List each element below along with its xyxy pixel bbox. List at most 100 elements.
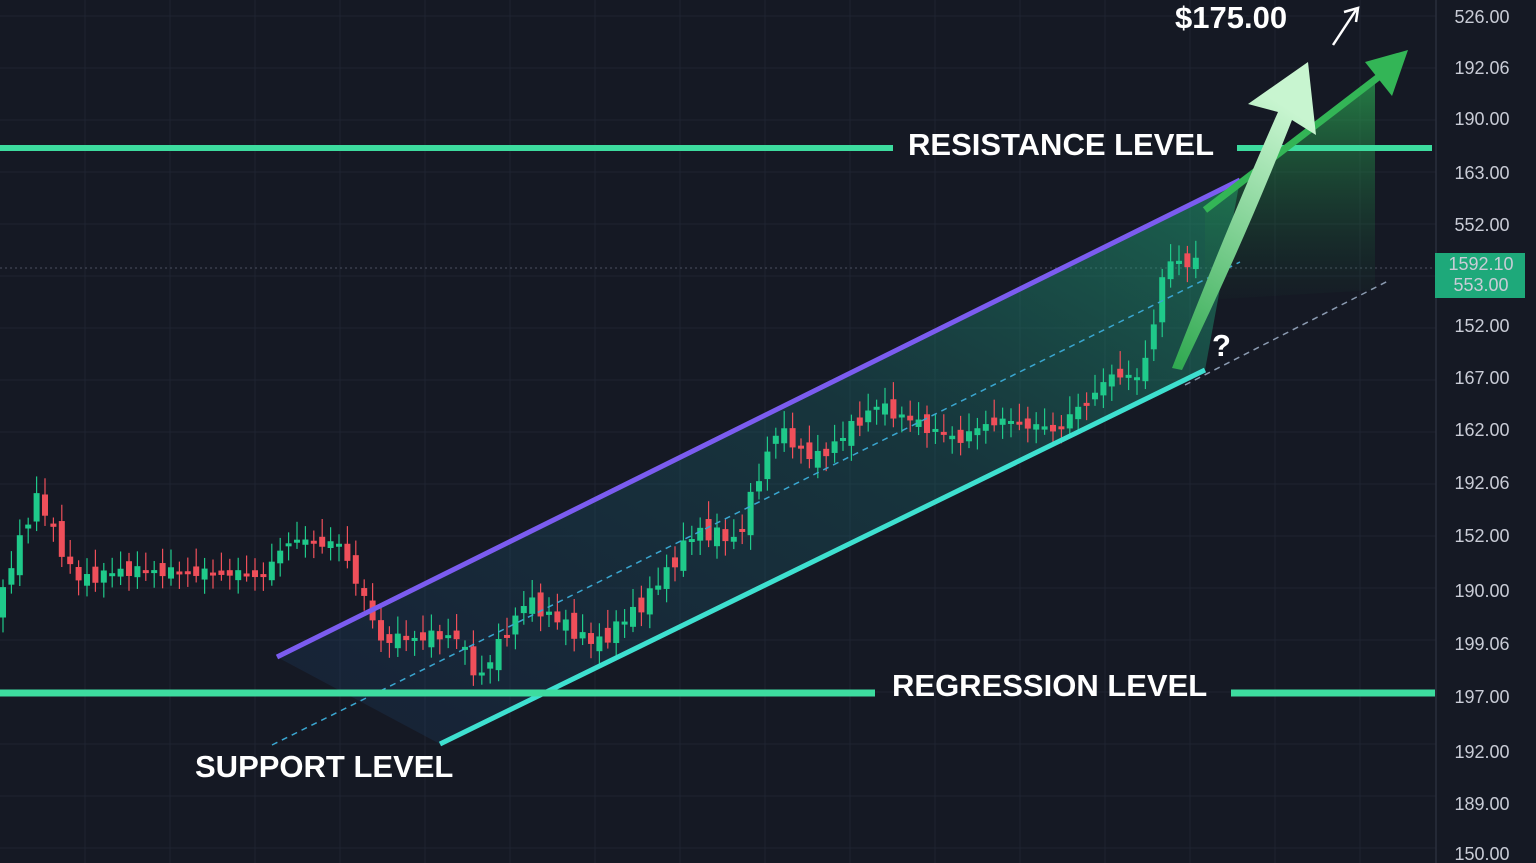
candle-body: [0, 587, 6, 618]
candle-body: [176, 571, 183, 575]
candle-body: [663, 567, 670, 589]
candle-body: [823, 448, 830, 457]
candle-body: [949, 435, 956, 440]
candle-body: [1125, 374, 1132, 378]
price-axis-label: 190.00: [1454, 109, 1509, 129]
price-tag-label: 1592.10: [1448, 254, 1513, 274]
candle-body: [336, 543, 342, 547]
candle-body: [193, 566, 200, 576]
candle-body: [235, 570, 242, 581]
candle-body: [722, 529, 729, 542]
candle-body: [739, 528, 746, 532]
price-axis-label: 197.00: [1454, 687, 1509, 707]
candle-body: [554, 611, 561, 623]
candle-body: [184, 571, 191, 575]
candle-body: [1075, 406, 1082, 420]
candle-body: [16, 535, 23, 576]
candle-body: [957, 429, 964, 443]
candle-body: [924, 414, 930, 434]
candle-body: [705, 519, 712, 541]
candle-body: [932, 428, 939, 432]
candle-body: [50, 523, 57, 527]
target-price: $175.00: [1175, 0, 1287, 35]
question-mark: ?: [1212, 328, 1231, 363]
candle-body: [1058, 426, 1065, 430]
channel-fill: [277, 180, 1240, 744]
candle-body: [655, 585, 662, 590]
candle-body: [92, 566, 99, 583]
candle-body: [688, 539, 695, 543]
candle-body: [898, 414, 905, 418]
candle-body: [1016, 421, 1023, 425]
support-label: SUPPORT LEVEL: [195, 749, 453, 784]
candle-body: [562, 619, 569, 631]
candle-body: [411, 637, 418, 641]
candle-body: [25, 524, 32, 529]
candle-body: [672, 557, 678, 568]
candle-body: [8, 568, 15, 585]
candle-body: [974, 428, 981, 436]
candle-body: [495, 638, 502, 671]
candle-body: [1150, 324, 1157, 350]
candle-body: [982, 424, 989, 431]
candle-body: [252, 570, 258, 578]
candle-body: [714, 527, 720, 547]
candle-body: [151, 570, 158, 574]
candle-body: [42, 494, 48, 516]
candle-body: [310, 540, 317, 544]
candle-body: [1092, 392, 1098, 400]
candle-body: [100, 570, 107, 583]
candle-body: [302, 539, 309, 545]
candle-body: [831, 441, 838, 453]
candle-body: [294, 539, 300, 543]
candle-body: [1100, 382, 1107, 396]
price-axis-label: 152.00: [1454, 526, 1509, 546]
candle-body: [470, 646, 477, 676]
candle-body: [646, 588, 653, 615]
candle-body: [478, 672, 485, 676]
candle-body: [159, 563, 166, 577]
price-axis-label: 192.06: [1454, 58, 1509, 78]
candle-body: [604, 627, 611, 643]
candle-body: [277, 550, 284, 564]
candle-body: [537, 592, 544, 617]
candle-body: [243, 573, 250, 577]
candle-body: [966, 431, 972, 442]
candle-body: [915, 419, 922, 427]
candle-body: [529, 597, 536, 614]
price-tag: [1435, 253, 1525, 298]
candle-body: [201, 568, 208, 580]
candle-body: [747, 491, 754, 536]
candle-body: [1050, 424, 1056, 432]
candle-body: [1142, 357, 1149, 382]
price-axis-label: 526.00: [1454, 7, 1509, 27]
candle-body: [142, 570, 149, 574]
candle-body: [630, 606, 636, 627]
regression-label: REGRESSION LEVEL: [892, 668, 1207, 703]
up-arrow-icon: [1343, 6, 1360, 23]
candle-body: [117, 568, 124, 577]
candle-body: [134, 566, 141, 578]
price-axis-label: 192.00: [1454, 742, 1509, 762]
candle-body: [1041, 426, 1048, 430]
candle-body: [361, 588, 368, 596]
channel-lower: [438, 367, 1207, 747]
candle-body: [210, 572, 216, 576]
candle-body: [814, 450, 821, 468]
candle-body: [420, 632, 426, 641]
candle-body: [1117, 368, 1124, 378]
candle-body: [638, 597, 645, 613]
candle-body: [394, 633, 401, 649]
candle-body: [848, 420, 855, 446]
candle-body: [1008, 420, 1014, 424]
candle-body: [991, 417, 998, 426]
price-axis-label: 552.00: [1454, 215, 1509, 235]
candle-body: [680, 540, 687, 571]
candle-body: [1184, 253, 1191, 268]
candle-body: [571, 612, 578, 639]
candle-body: [352, 555, 359, 584]
candle-body: [856, 417, 863, 426]
price-axis-label: 190.00: [1454, 581, 1509, 601]
price-axis-label: 192.06: [1454, 473, 1509, 493]
candle-body: [579, 632, 586, 639]
